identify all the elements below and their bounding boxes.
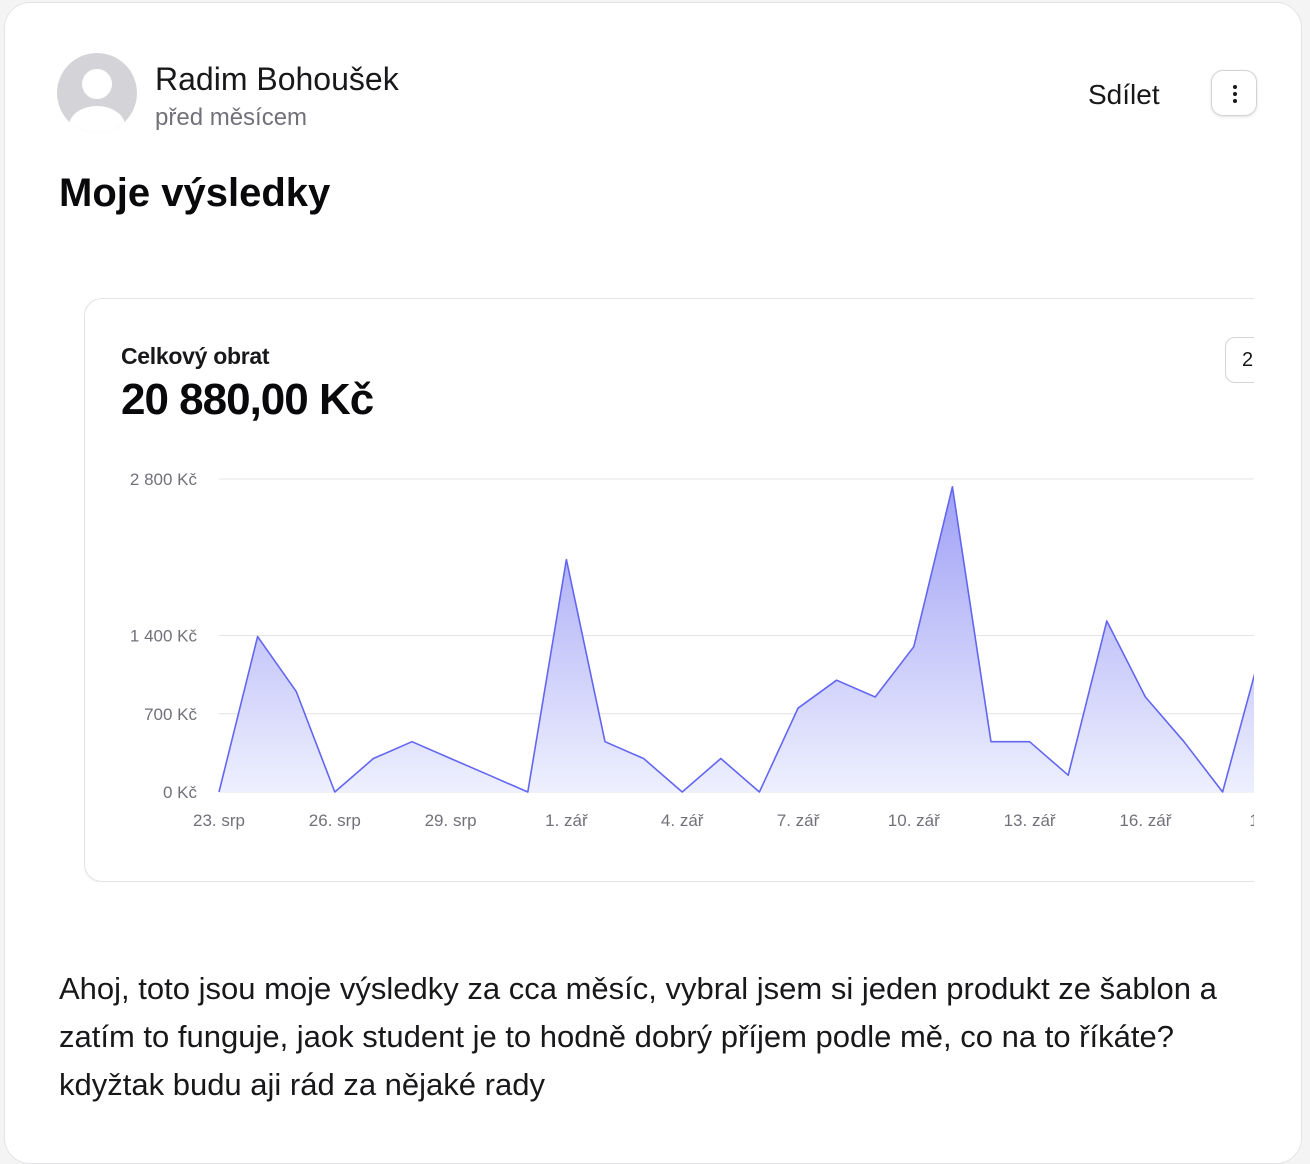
- x-tick-label: 7. zář: [777, 811, 820, 830]
- x-tick-label: 26. srp: [309, 811, 361, 830]
- x-tick-label: 10. zář: [888, 811, 940, 830]
- x-tick-label: 23. srp: [193, 811, 245, 830]
- post-body: Ahoj, toto jsou moje výsledky za cca měs…: [59, 965, 1269, 1109]
- x-tick-label: 13. zář: [1004, 811, 1056, 830]
- y-tick-label: 2 800 Kč: [130, 470, 198, 489]
- share-button[interactable]: Sdílet: [1088, 79, 1160, 111]
- series-area: [219, 487, 1254, 792]
- x-tick-label: 16. zář: [1119, 811, 1171, 830]
- x-tick-label: 19.: [1249, 811, 1254, 830]
- post-title: Moje výsledky: [59, 171, 330, 216]
- post-time: před měsícem: [155, 104, 307, 132]
- x-tick-label: 29. srp: [425, 811, 477, 830]
- y-tick-label: 700 Kč: [144, 705, 197, 724]
- x-tick-label: 1. zář: [545, 811, 588, 830]
- user-avatar-icon[interactable]: [57, 53, 137, 133]
- author-name[interactable]: Radim Bohoušek: [155, 61, 399, 98]
- revenue-chart: 0 Kč 700 Kč 1 400 Kč 2 800 Kč 23. srp 26. srp…: [85, 299, 1254, 881]
- more-options-button[interactable]: [1211, 70, 1257, 116]
- y-tick-label: 1 400 Kč: [130, 627, 198, 646]
- x-tick-label: 4. zář: [661, 811, 704, 830]
- y-tick-label: 0 Kč: [163, 783, 198, 802]
